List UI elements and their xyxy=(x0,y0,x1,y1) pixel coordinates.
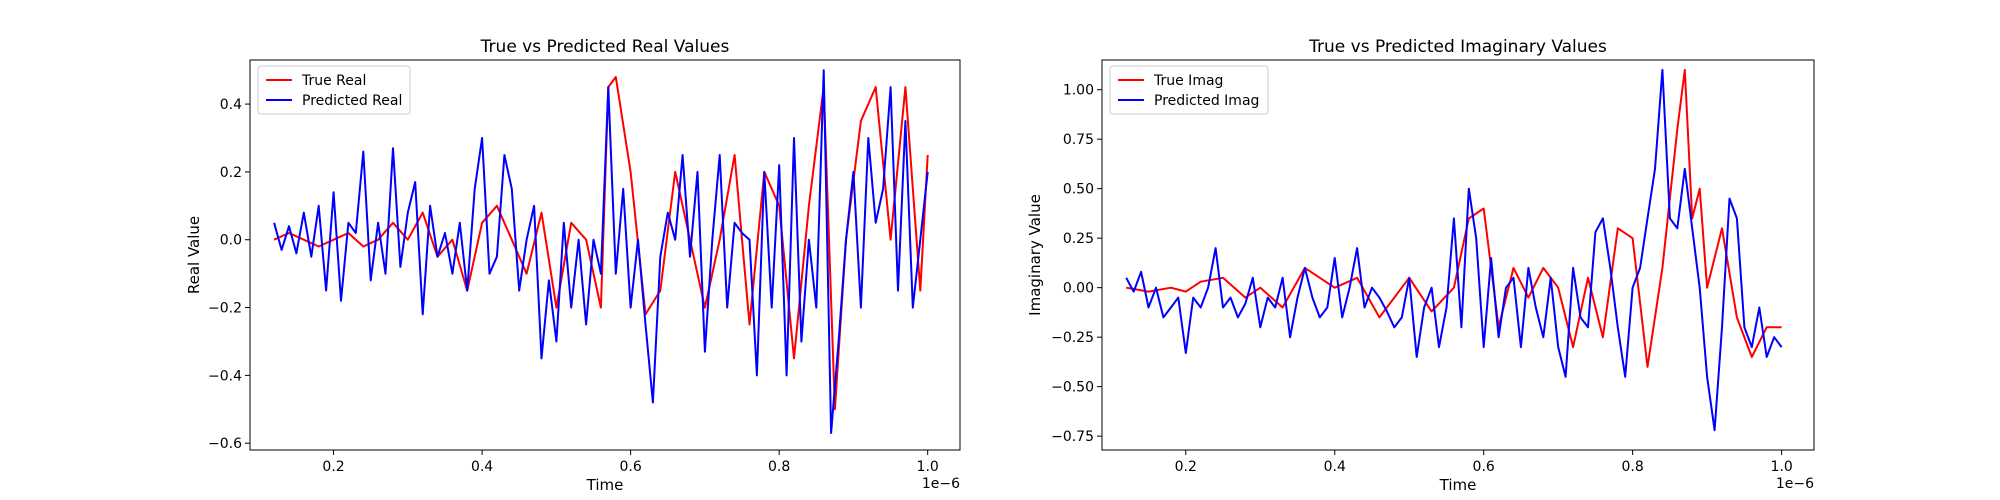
legend-label-true-real: True Real xyxy=(301,73,366,89)
y-tick-label: 0.25 xyxy=(1063,231,1094,247)
series-line-predicted-imag xyxy=(1125,68,1783,432)
x-tick-label: 1.0 xyxy=(917,459,939,475)
y-tick-label: 1.00 xyxy=(1063,83,1094,99)
y-axis-ticks: −0.75 −0.50 −0.25 0.00 0.25 0.50 0.75 1.00 xyxy=(1051,83,1102,445)
x-offset-label: 1e−6 xyxy=(922,476,960,492)
x-tick-label: 0.6 xyxy=(1473,459,1495,475)
x-axis-ticks: 0.2 0.4 0.6 0.8 1.0 xyxy=(1175,450,1793,475)
x-tick-label: 0.8 xyxy=(768,459,790,475)
y-axis-ticks: −0.6 −0.4 −0.2 0.0 0.2 0.4 xyxy=(208,97,250,452)
imaginary-values-panel: 0.2 0.4 0.6 0.8 1.0 −0.75 −0.50 −0.25 0.00 0.25 0… xyxy=(1026,37,1815,494)
y-tick-label: 0.50 xyxy=(1063,182,1094,198)
x-tick-label: 0.2 xyxy=(322,459,344,475)
legend-label-predicted-real: Predicted Real xyxy=(302,93,402,109)
legend-box xyxy=(257,65,411,115)
chart-title: True vs Predicted Real Values xyxy=(480,37,730,57)
y-tick-label: −0.75 xyxy=(1051,429,1094,445)
x-axis-label: Time xyxy=(586,476,624,494)
real-values-panel: 0.2 0.4 0.6 0.8 1.0 −0.6 −0.4 −0.2 0.0 0.2 0.4 Tr… xyxy=(185,37,961,494)
axes-frame xyxy=(1101,59,1815,451)
x-tick-label: 0.4 xyxy=(1324,459,1346,475)
y-axis-label: Real Value xyxy=(185,216,203,294)
x-tick-label: 0.2 xyxy=(1175,459,1197,475)
x-offset-label: 1e−6 xyxy=(1776,476,1814,492)
series-line-predicted-real xyxy=(273,69,929,434)
y-tick-label: 0.0 xyxy=(220,233,242,249)
y-tick-label: 0.4 xyxy=(220,97,242,113)
y-tick-label: 0.2 xyxy=(220,165,242,181)
y-tick-label: 0.75 xyxy=(1063,132,1094,148)
x-axis-ticks: 0.2 0.4 0.6 0.8 1.0 xyxy=(322,450,939,475)
y-tick-label: −0.50 xyxy=(1051,380,1094,396)
legend: True Real Predicted Real xyxy=(257,65,411,115)
axes-frame xyxy=(249,59,961,451)
x-tick-label: 0.6 xyxy=(619,459,641,475)
y-tick-label: −0.6 xyxy=(208,436,242,452)
chart-title: True vs Predicted Imaginary Values xyxy=(1308,37,1607,57)
series-lines xyxy=(273,69,929,434)
series-lines xyxy=(1125,68,1783,432)
x-tick-label: 0.4 xyxy=(471,459,493,475)
legend-label-true-imag: True Imag xyxy=(1153,73,1223,89)
series-line-true-imag xyxy=(1126,68,1782,368)
y-tick-label: −0.4 xyxy=(208,368,242,384)
x-tick-label: 0.8 xyxy=(1622,459,1644,475)
y-tick-label: −0.25 xyxy=(1051,330,1094,346)
y-axis-label: Imaginary Value xyxy=(1026,194,1044,316)
y-tick-label: 0.00 xyxy=(1063,281,1094,297)
legend: True Imag Predicted Imag xyxy=(1109,65,1269,115)
legend-label-predicted-imag: Predicted Imag xyxy=(1154,93,1259,109)
y-tick-label: −0.2 xyxy=(208,301,242,317)
legend-box xyxy=(1109,65,1269,115)
x-tick-label: 1.0 xyxy=(1770,459,1792,475)
x-axis-label: Time xyxy=(1439,476,1477,494)
